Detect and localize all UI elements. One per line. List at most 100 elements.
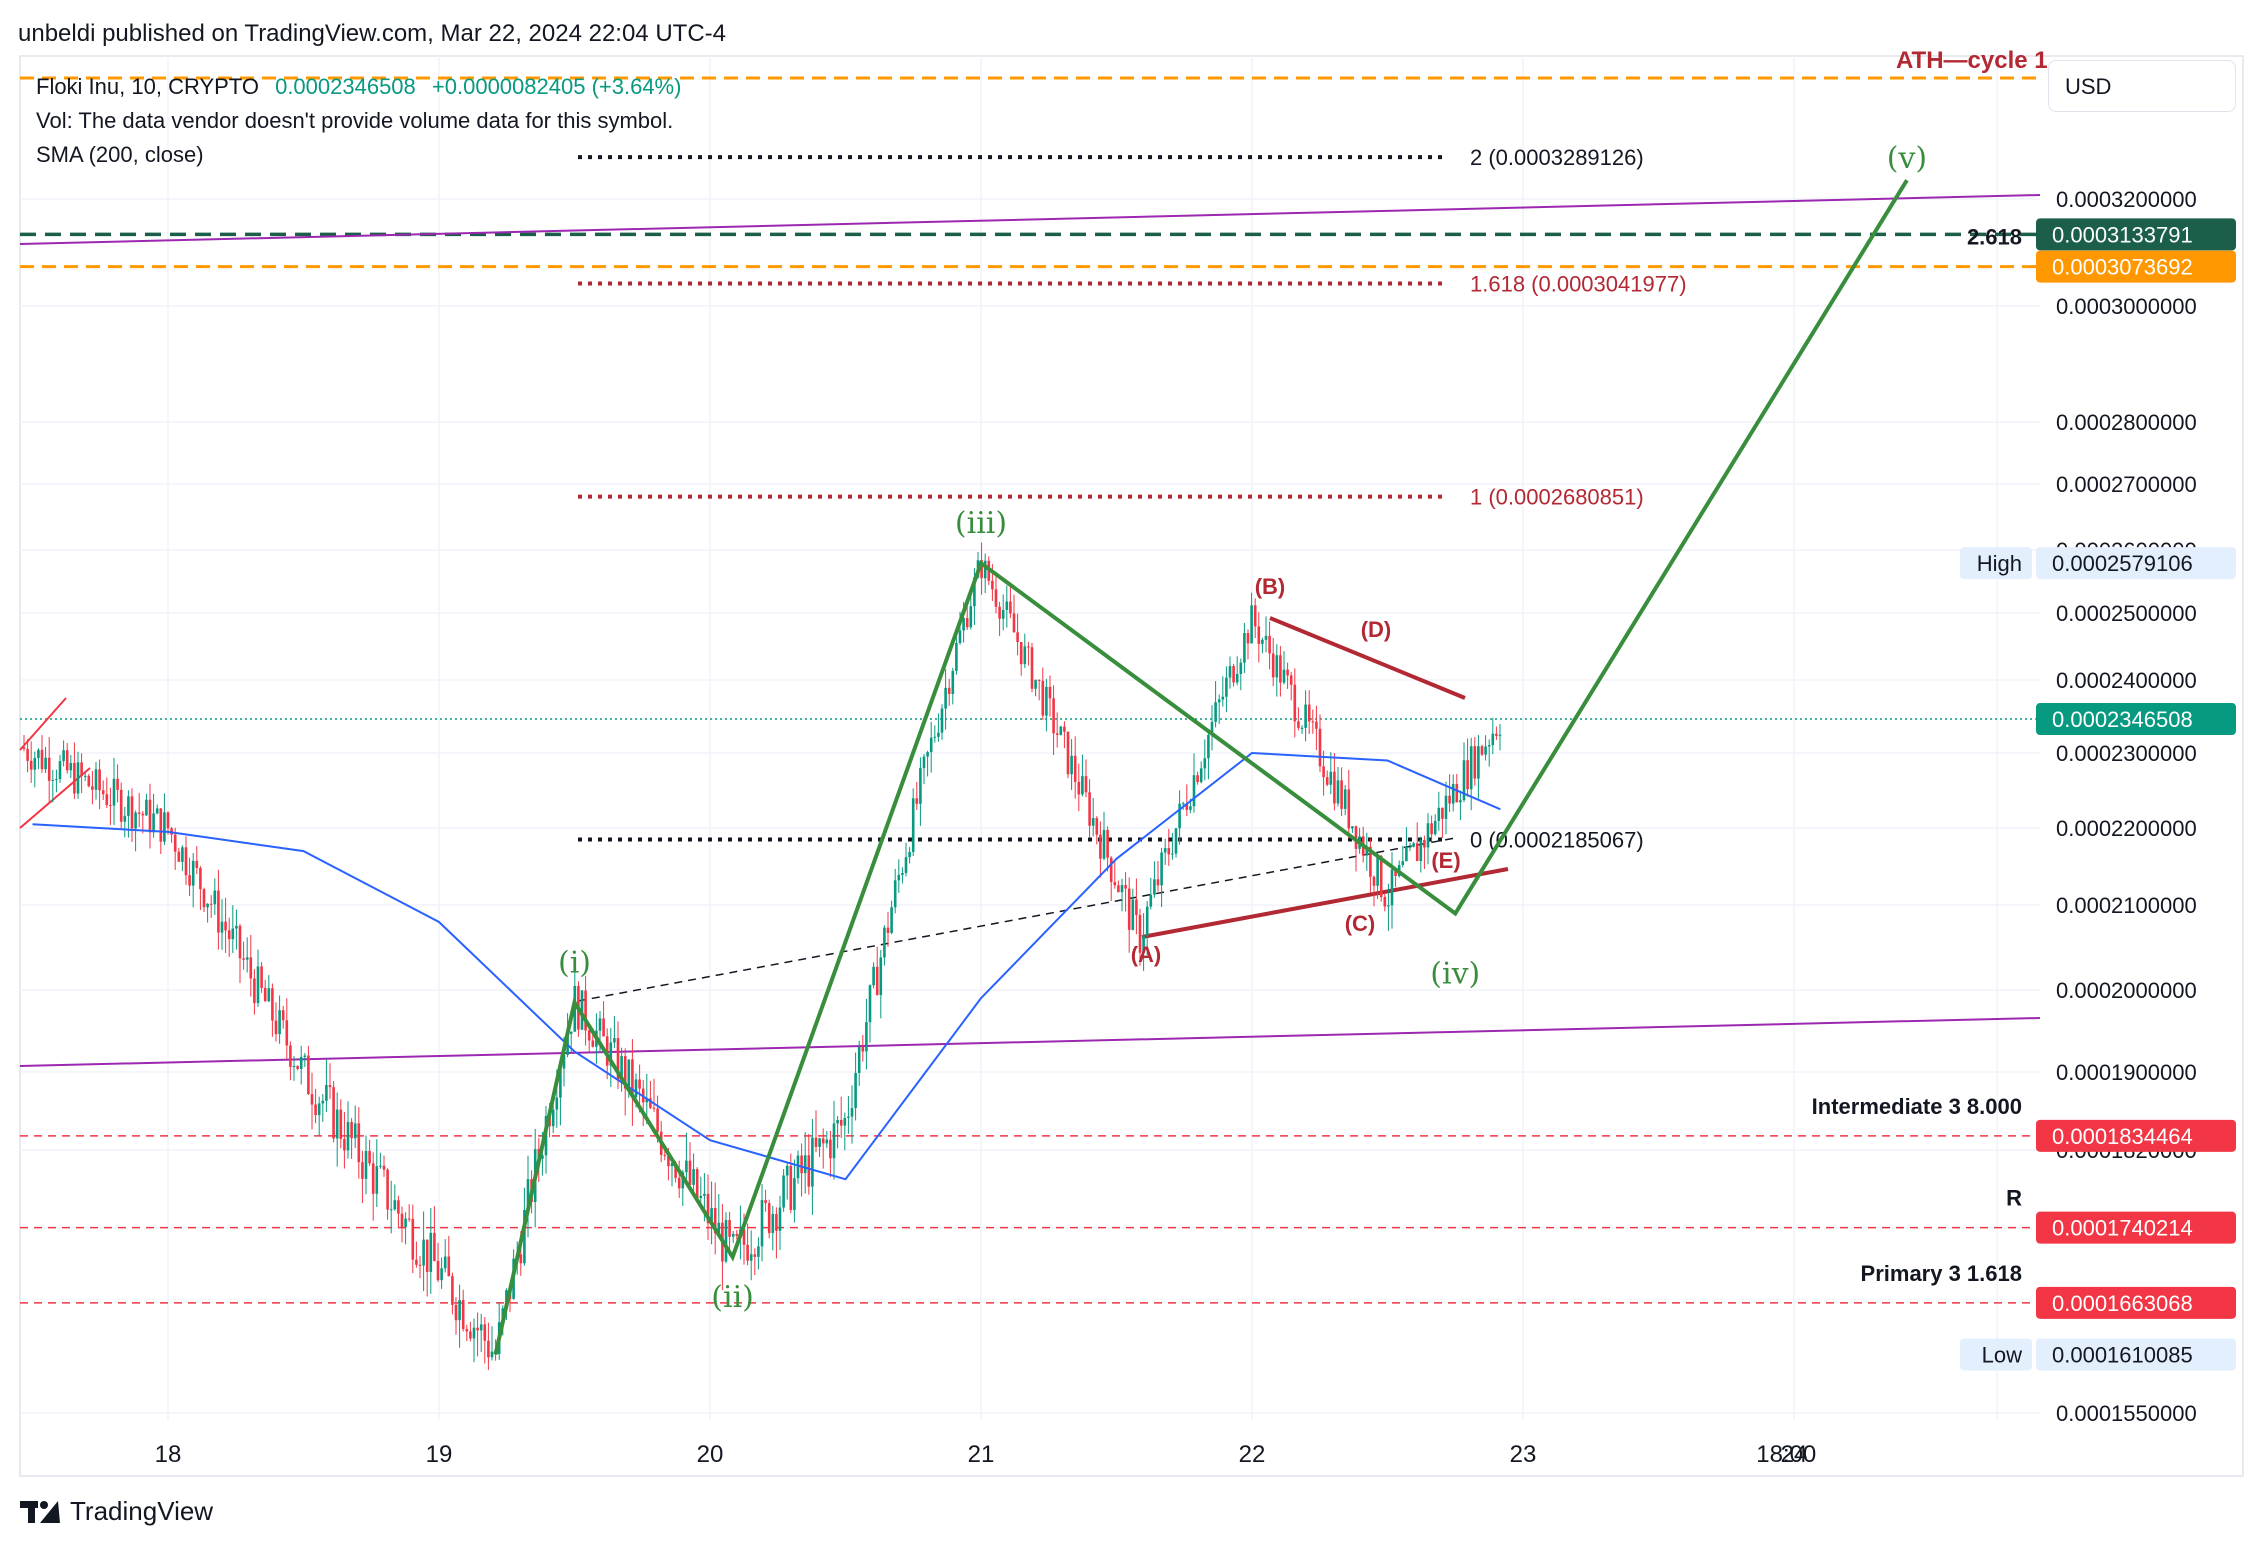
candle-body	[94, 769, 98, 790]
candle	[195, 846, 199, 875]
wave-label-red: (C)	[1345, 911, 1376, 936]
candle	[1210, 705, 1214, 751]
candle	[1120, 878, 1124, 912]
candle-body	[839, 1120, 843, 1126]
candle-body	[1221, 696, 1225, 700]
price-tick-label: 0.0002400000	[2056, 668, 2197, 693]
candle-body	[1199, 768, 1203, 783]
candle	[983, 553, 987, 594]
candle-body	[191, 860, 195, 886]
candle-body	[289, 1045, 292, 1067]
candle	[1232, 663, 1235, 687]
price-axis[interactable]: 0.0003200000 0.0003000000 0.0002800000 0.00…	[2056, 187, 2197, 1426]
candle	[1419, 836, 1423, 873]
candle	[278, 995, 281, 1044]
candle-body	[649, 1098, 652, 1108]
candle	[267, 975, 271, 1003]
candle-body	[1012, 613, 1016, 633]
sma-indicator-label[interactable]: SMA (200, close)	[36, 142, 204, 167]
candle	[339, 1099, 343, 1149]
candle	[55, 769, 58, 793]
candle-body	[195, 860, 199, 868]
candle-body	[1142, 935, 1145, 953]
candle	[1448, 774, 1451, 812]
candle	[1423, 835, 1426, 869]
candle-body	[929, 737, 933, 753]
price-badge-label: High	[1977, 551, 2022, 576]
candle-body	[1196, 775, 1199, 783]
candle	[1333, 753, 1336, 811]
candle	[1217, 694, 1221, 724]
upper-purple-trendline	[19, 194, 2041, 245]
currency-button[interactable]: USD	[2048, 60, 2236, 112]
wave-label-red: (D)	[1361, 617, 1392, 642]
candle	[677, 1160, 681, 1198]
candle	[303, 1052, 307, 1067]
candle-body	[1185, 803, 1189, 810]
candle-body	[1387, 905, 1390, 907]
candle-body	[717, 1222, 721, 1234]
candle-body	[1286, 669, 1289, 676]
candle-body	[1030, 647, 1034, 689]
candle-body	[793, 1178, 796, 1210]
time-tick-label: 20	[697, 1441, 724, 1468]
candle	[119, 782, 123, 830]
candle	[249, 934, 253, 997]
candle	[818, 1137, 821, 1157]
price-badge: 0.0001740214 R	[2006, 1186, 2236, 1244]
candle	[875, 946, 879, 996]
candle-body	[80, 762, 83, 776]
time-tick-label: 18:00	[1756, 1441, 1816, 1468]
candle-body	[1394, 869, 1397, 876]
candle-body	[1048, 686, 1052, 699]
candle	[613, 1016, 616, 1049]
candle	[1253, 598, 1257, 639]
tradingview-brand[interactable]: TradingView	[20, 1496, 213, 1527]
candle	[350, 1118, 353, 1159]
candle	[328, 1063, 332, 1100]
price-badge-bg	[2036, 703, 2236, 736]
candle-body	[173, 834, 177, 852]
candle-body	[584, 990, 587, 1031]
price-tick-label: 0.0003200000	[2056, 187, 2197, 212]
candle-body	[893, 880, 897, 908]
candle	[1347, 769, 1351, 839]
candle-body	[1448, 795, 1451, 804]
price-badge-label: Low	[1982, 1342, 2022, 1367]
candle-body	[1390, 869, 1394, 906]
candle-body	[1415, 843, 1419, 862]
candle-body	[1322, 766, 1325, 778]
candle-body	[238, 925, 242, 959]
candle	[281, 1005, 285, 1029]
candle-body	[1070, 755, 1073, 775]
candle-body	[40, 749, 44, 770]
candle	[274, 1002, 278, 1042]
candle-body	[62, 750, 65, 762]
candle-body	[1037, 679, 1041, 681]
candle-body	[904, 857, 908, 874]
candle	[886, 911, 890, 947]
candle	[749, 1230, 753, 1281]
candle-body	[436, 1260, 440, 1281]
candle-body	[591, 1040, 595, 1047]
candle-body	[1340, 780, 1343, 809]
candle	[814, 1110, 818, 1153]
candle-body	[778, 1207, 782, 1231]
symbol-name[interactable]: Floki Inu, 10, CRYPTO	[36, 74, 259, 99]
candle	[364, 1135, 368, 1195]
candle-body	[371, 1163, 375, 1194]
candle-body	[728, 1220, 731, 1237]
last-price: 0.0002346508	[275, 74, 416, 99]
candle-body	[656, 1108, 659, 1132]
candle	[220, 899, 224, 950]
candle	[1045, 678, 1048, 732]
price-badge-value: 0.0002579106	[2052, 551, 2193, 576]
candle-body	[811, 1137, 814, 1187]
candle	[425, 1239, 429, 1297]
price-badge: 0.0001663068 Primary 3 1.618	[1861, 1261, 2236, 1319]
candle	[80, 753, 83, 794]
candle-body	[393, 1200, 397, 1210]
candle	[148, 783, 152, 849]
